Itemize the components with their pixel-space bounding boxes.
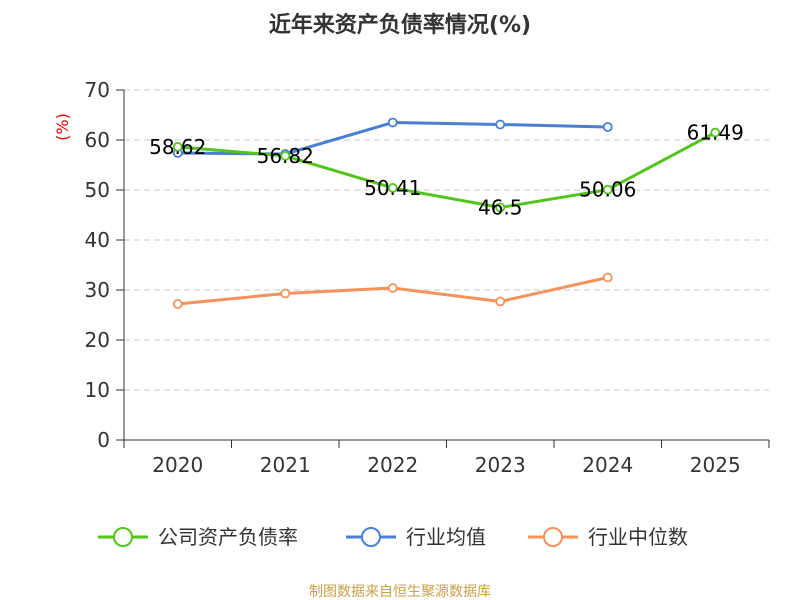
y-tick-label: 70	[85, 78, 110, 102]
grid-lines	[124, 89, 769, 391]
y-tick-label: 0	[97, 428, 110, 452]
legend-label: 行业中位数	[588, 525, 688, 549]
legend-marker	[543, 527, 563, 547]
y-tick-label: 50	[85, 178, 110, 202]
x-tick-label: 2021	[260, 453, 311, 477]
data-point	[172, 299, 183, 309]
data-point	[387, 183, 398, 193]
series-2	[172, 272, 613, 309]
y-tick-label: 40	[85, 228, 110, 252]
x-tick-label: 2020	[152, 453, 203, 477]
x-tick-label: 2024	[582, 453, 633, 477]
x-tick-label: 2023	[475, 453, 526, 477]
data-point	[602, 184, 613, 195]
data-label: 61.49	[687, 121, 744, 145]
y-tick-label: 10	[85, 378, 110, 402]
data-point	[495, 119, 506, 130]
chart-title: 近年来资产负债率情况(%)	[269, 12, 531, 38]
data-point	[495, 202, 506, 213]
data-label: 46.5	[478, 196, 523, 220]
data-label: 58.62	[149, 135, 206, 159]
data-point	[495, 296, 506, 307]
y-tick-label: 60	[85, 128, 110, 152]
y-tick-label: 20	[85, 328, 110, 352]
data-point	[387, 283, 398, 293]
legend-item-2: 行业中位数	[528, 525, 688, 549]
y-axis-unit: (%)	[53, 113, 72, 141]
series-layer	[172, 117, 721, 309]
legend-marker	[113, 527, 133, 547]
series-0	[172, 127, 721, 213]
legend-item-0: 公司资产负债率	[98, 525, 298, 549]
legend-label: 行业均值	[406, 525, 486, 549]
x-tick-label: 2022	[367, 453, 418, 477]
legend-marker	[361, 527, 381, 547]
data-point	[280, 150, 291, 161]
data-point	[280, 288, 291, 299]
data-point	[387, 117, 398, 128]
data-label: 50.41	[364, 176, 421, 200]
legend-item-1: 行业均值	[346, 525, 486, 549]
legend-label: 公司资产负债率	[158, 525, 298, 549]
source-note: 制图数据来自恒生聚源数据库	[309, 584, 491, 600]
data-label: 50.06	[579, 178, 636, 202]
series-line	[177, 131, 716, 209]
legend: 公司资产负债率 行业均值 行业中位数	[98, 525, 688, 549]
x-tick-label: 2025	[690, 453, 741, 477]
axes	[116, 89, 770, 448]
data-point	[602, 272, 613, 283]
data-labels: 58.62 56.82 50.41 46.5 50.06 61.49	[149, 121, 744, 220]
x-tick-labels: 2020 2021 2022 2023 2024 2025	[152, 453, 740, 477]
data-point	[602, 122, 613, 132]
data-point	[710, 127, 721, 138]
data-label: 56.82	[257, 144, 314, 168]
y-tick-labels: 0 10 20 30 40 50 60 70	[85, 78, 110, 452]
y-tick-label: 30	[85, 278, 110, 302]
data-point	[172, 141, 183, 152]
